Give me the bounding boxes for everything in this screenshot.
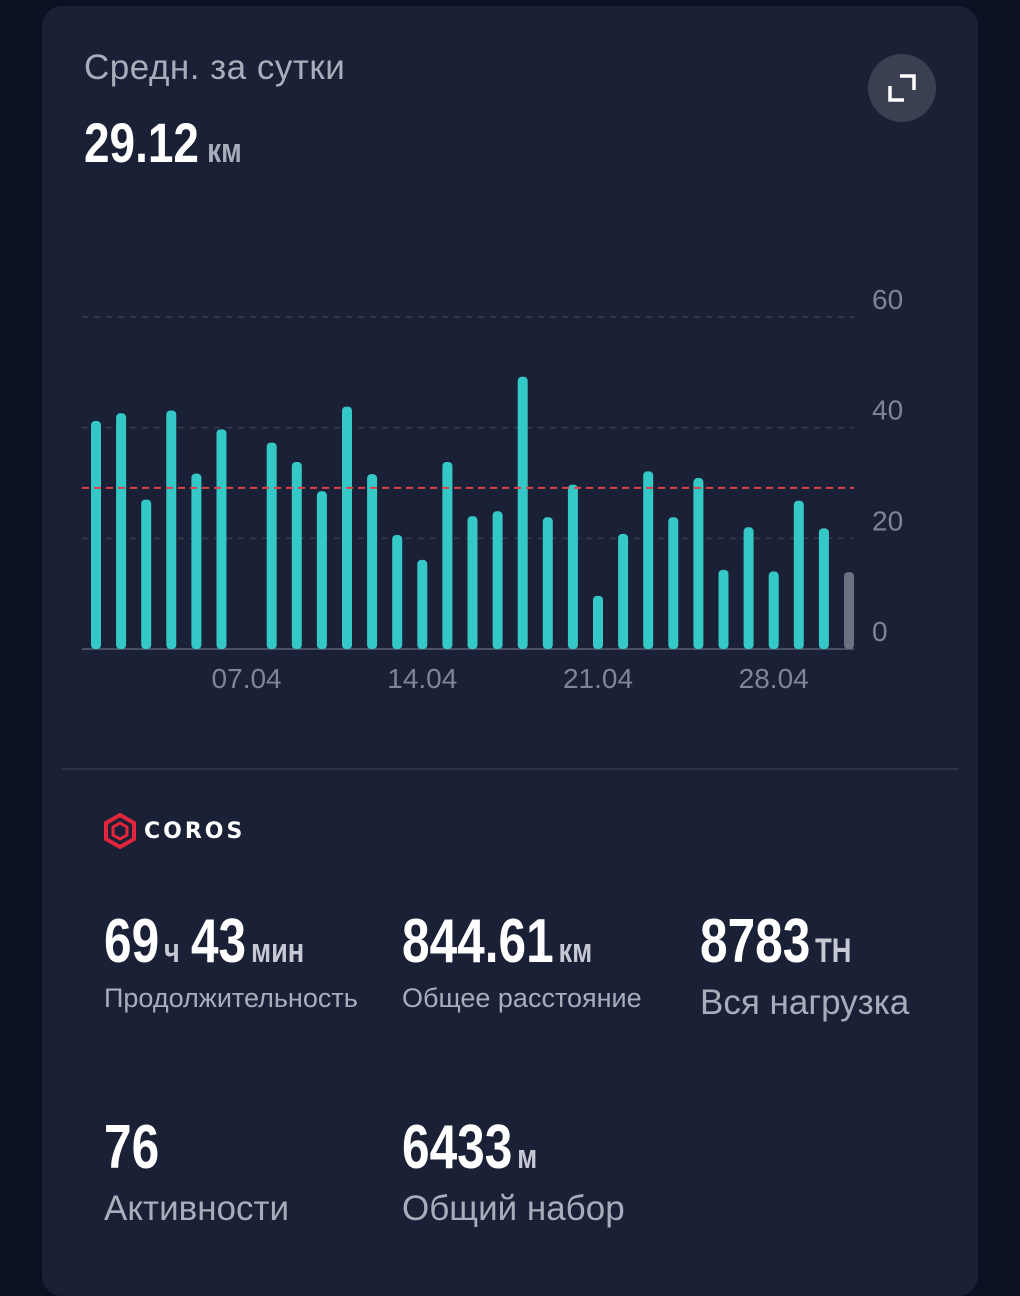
y-tick-label: 0 [872, 616, 888, 647]
bar [392, 535, 403, 649]
bar [593, 595, 603, 649]
bar [191, 473, 202, 649]
bar-today [844, 572, 854, 649]
bar [818, 528, 829, 649]
stat-activities: 76 Активности [104, 1112, 289, 1229]
bar [643, 471, 654, 649]
coros-hexagon-icon [104, 812, 136, 850]
stat-duration-value: 69 ч 43 мин [104, 907, 305, 976]
average-value: 29.12 км [84, 110, 242, 175]
x-tick-label: 21.04 [563, 663, 633, 694]
bar [618, 533, 629, 649]
bar [668, 517, 679, 649]
bar [91, 421, 101, 649]
bar [342, 406, 352, 649]
bar [316, 491, 327, 649]
bar [166, 410, 177, 649]
stat-distance-label: Общее расстояние [402, 983, 642, 1013]
stat-activities-label: Активности [104, 1189, 290, 1228]
bar [467, 516, 478, 649]
bar [367, 474, 378, 649]
x-tick-label: 28.04 [739, 663, 809, 694]
stat-load-label: Вся нагрузка [700, 983, 910, 1022]
stats-card: Средн. за сутки 29.12 км 0 20 40 60 07.04 14.0… [42, 6, 978, 1296]
stat-duration: 69 ч 43 мин Продолжительность [104, 906, 368, 1014]
bar [793, 500, 804, 649]
stat-elevation-label: Общий набор [402, 1189, 625, 1228]
y-tick-label: 20 [872, 505, 903, 536]
y-tick-label: 40 [872, 395, 903, 426]
x-tick-label: 14.04 [387, 663, 457, 694]
divider [62, 768, 958, 770]
distance-bar-chart: 0 20 40 60 07.04 14.04 21.04 28.04 [82, 284, 903, 694]
bar [291, 461, 302, 649]
bar [442, 461, 453, 649]
stat-elevation-value: 6433 м [402, 1113, 538, 1182]
stat-load-value: 8783 ТН [700, 907, 852, 976]
bar [216, 429, 227, 649]
bar [517, 376, 528, 649]
bar [266, 442, 277, 649]
stat-distance-value: 844.61 км [402, 907, 593, 976]
bar [567, 484, 578, 649]
average-label: Средн. за сутки [84, 48, 346, 87]
x-tick-label: 07.04 [212, 663, 282, 694]
average-number: 29.12 [84, 111, 199, 174]
stat-duration-label: Продолжительность [104, 983, 358, 1013]
expand-button[interactable] [868, 54, 936, 122]
expand-icon [888, 74, 916, 102]
bar [141, 499, 152, 649]
bar [116, 413, 127, 649]
stat-elevation: 6433 м Общий набор [402, 1112, 625, 1229]
bar [693, 478, 704, 649]
bar [718, 569, 729, 649]
bar [743, 527, 754, 649]
stat-distance: 844.61 км Общее расстояние [402, 906, 654, 1014]
stat-activities-value: 76 [104, 1113, 160, 1182]
bar [768, 571, 779, 649]
coros-logo: COROS [102, 812, 245, 850]
brand-name: COROS [144, 818, 246, 844]
bar [492, 511, 503, 649]
average-unit: км [207, 132, 242, 170]
bar [542, 517, 553, 649]
y-tick-label: 60 [872, 284, 903, 315]
stat-load: 8783 ТН Вся нагрузка [700, 906, 909, 1023]
bar [417, 559, 428, 649]
